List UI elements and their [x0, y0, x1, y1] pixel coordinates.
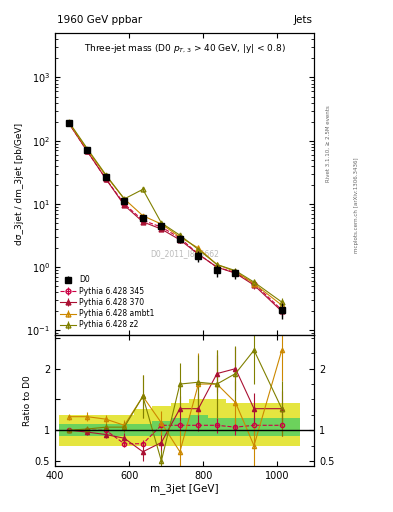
X-axis label: m_3jet [GeV]: m_3jet [GeV]	[151, 483, 219, 495]
Text: Rivet 3.1.10, ≥ 2.5M events: Rivet 3.1.10, ≥ 2.5M events	[326, 105, 331, 182]
Text: mcplots.cern.ch [arXiv:1306.3436]: mcplots.cern.ch [arXiv:1306.3436]	[354, 157, 359, 252]
Legend: D0, Pythia 6.428 345, Pythia 6.428 370, Pythia 6.428 ambt1, Pythia 6.428 z2: D0, Pythia 6.428 345, Pythia 6.428 370, …	[59, 274, 156, 331]
Y-axis label: Ratio to D0: Ratio to D0	[23, 375, 32, 426]
Text: Jets: Jets	[294, 14, 312, 25]
Text: 1960 GeV ppbar: 1960 GeV ppbar	[57, 14, 142, 25]
Y-axis label: dσ_3jet / dm_3jet [pb/GeV]: dσ_3jet / dm_3jet [pb/GeV]	[15, 123, 24, 245]
Text: Three-jet mass (D0 $p_{T,3}$ > 40 GeV, |y| < 0.8): Three-jet mass (D0 $p_{T,3}$ > 40 GeV, |…	[84, 42, 286, 55]
Text: D0_2011_I895662: D0_2011_I895662	[150, 249, 219, 258]
